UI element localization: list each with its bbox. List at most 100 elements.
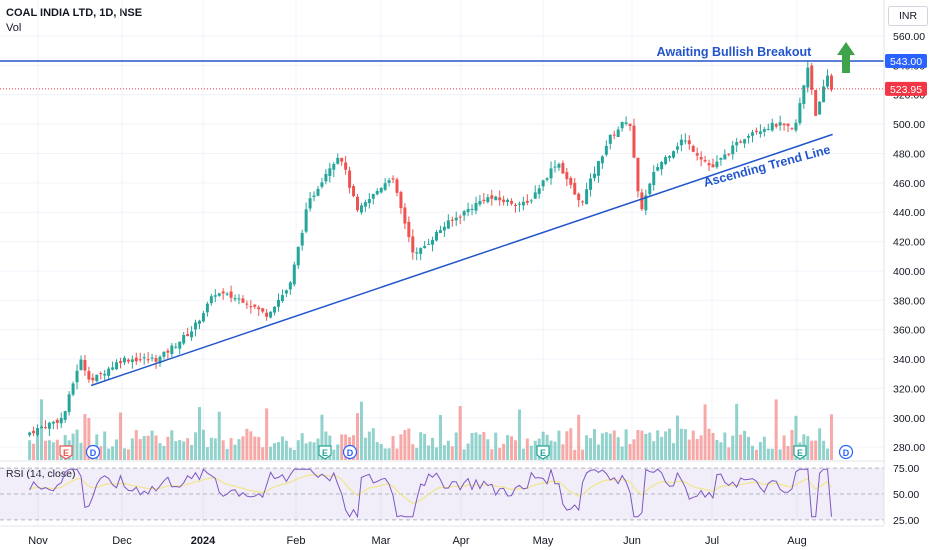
candle-body[interactable] (87, 371, 91, 380)
candle-body[interactable] (620, 122, 624, 129)
candle-body[interactable] (747, 136, 751, 138)
candle-body[interactable] (557, 164, 561, 168)
candle-body[interactable] (758, 131, 762, 134)
candle-body[interactable] (537, 188, 541, 194)
bullish-arrow-icon[interactable] (837, 42, 855, 73)
candle-body[interactable] (162, 351, 166, 357)
candle-body[interactable] (150, 357, 154, 359)
candle-body[interactable] (170, 345, 174, 354)
candle-body[interactable] (186, 333, 190, 337)
candle-body[interactable] (498, 197, 502, 201)
candle-body[interactable] (63, 411, 67, 420)
candle-body[interactable] (774, 124, 778, 127)
candle-body[interactable] (138, 359, 142, 361)
candle-body[interactable] (699, 157, 703, 160)
candle-body[interactable] (316, 188, 320, 196)
candle-body[interactable] (754, 130, 758, 132)
candle-body[interactable] (766, 128, 770, 130)
candle-body[interactable] (569, 177, 573, 185)
candle-body[interactable] (71, 383, 75, 395)
candle-body[interactable] (431, 239, 435, 245)
candle-body[interactable] (399, 192, 403, 209)
candle-body[interactable] (525, 200, 529, 203)
candle-body[interactable] (99, 373, 103, 375)
candle-body[interactable] (95, 374, 99, 382)
candle-body[interactable] (107, 368, 111, 376)
candle-body[interactable] (261, 308, 265, 312)
symbol-title[interactable]: COAL INDIA LTD, 1D, NSE (6, 7, 143, 19)
candle-body[interactable] (32, 430, 36, 434)
candle-body[interactable] (411, 236, 415, 253)
currency-selector[interactable]: INR (888, 6, 928, 26)
candle-body[interactable] (458, 216, 462, 218)
candle-body[interactable] (419, 248, 423, 254)
candle-body[interactable] (229, 291, 233, 298)
candle-body[interactable] (336, 157, 340, 164)
candle-body[interactable] (743, 139, 747, 144)
candle-body[interactable] (565, 172, 569, 180)
candle-body[interactable] (423, 245, 427, 248)
candle-body[interactable] (581, 201, 585, 203)
candle-body[interactable] (731, 145, 735, 155)
candle-body[interactable] (810, 65, 814, 90)
candle-body[interactable] (39, 426, 43, 429)
candle-body[interactable] (288, 282, 292, 290)
earnings-marker[interactable] (536, 445, 550, 460)
candle-body[interactable] (739, 141, 743, 143)
candle-body[interactable] (36, 428, 40, 436)
candle-body[interactable] (735, 142, 739, 146)
candle-body[interactable] (403, 207, 407, 224)
candle-body[interactable] (494, 196, 498, 201)
candle-body[interactable] (490, 195, 494, 199)
candle-body[interactable] (790, 127, 794, 129)
dividend-marker[interactable] (85, 444, 101, 460)
candle-body[interactable] (462, 211, 466, 216)
candle-body[interactable] (304, 209, 308, 232)
candle-body[interactable] (438, 230, 442, 234)
candle-body[interactable] (43, 427, 47, 429)
candle-body[interactable] (727, 153, 731, 155)
candle-body[interactable] (478, 201, 482, 205)
candle-body[interactable] (450, 219, 454, 221)
candle-body[interactable] (134, 357, 138, 362)
candle-body[interactable] (205, 303, 209, 313)
candle-body[interactable] (660, 162, 664, 170)
rsi-indicator-label[interactable]: RSI (14, close) (6, 468, 76, 480)
candle-body[interactable] (470, 208, 474, 211)
candle-body[interactable] (28, 432, 32, 436)
candle-body[interactable] (656, 167, 660, 171)
candle-body[interactable] (55, 419, 59, 423)
candle-body[interactable] (474, 203, 478, 211)
candle-body[interactable] (352, 186, 356, 197)
candle-body[interactable] (387, 180, 391, 183)
candle-body[interactable] (371, 194, 375, 199)
candle-body[interactable] (194, 322, 198, 330)
candle-body[interactable] (596, 161, 600, 176)
candle-body[interactable] (533, 192, 537, 199)
candle-body[interactable] (391, 178, 395, 180)
candle-body[interactable] (454, 217, 458, 221)
candle-body[interactable] (217, 293, 221, 296)
candle-body[interactable] (794, 122, 798, 131)
candle-body[interactable] (715, 161, 719, 168)
candle-body[interactable] (146, 359, 150, 361)
candle-body[interactable] (348, 170, 352, 188)
candle-body[interactable] (640, 192, 644, 210)
candle-body[interactable] (506, 199, 510, 203)
candle-body[interactable] (130, 359, 134, 363)
candle-body[interactable] (683, 140, 687, 142)
ascending-trend-line[interactable] (90, 133, 833, 387)
candle-body[interactable] (190, 331, 194, 338)
candle-body[interactable] (644, 195, 648, 211)
candle-body[interactable] (221, 291, 225, 294)
candle-body[interactable] (652, 171, 656, 185)
candle-body[interactable] (822, 86, 826, 103)
candle-body[interactable] (695, 153, 699, 156)
candle-body[interactable] (296, 246, 300, 266)
candle-body[interactable] (292, 264, 296, 285)
candle-body[interactable] (600, 156, 604, 164)
candle-body[interactable] (233, 298, 237, 300)
candle-body[interactable] (359, 205, 363, 213)
candle-body[interactable] (197, 320, 201, 324)
candle-body[interactable] (723, 154, 727, 160)
